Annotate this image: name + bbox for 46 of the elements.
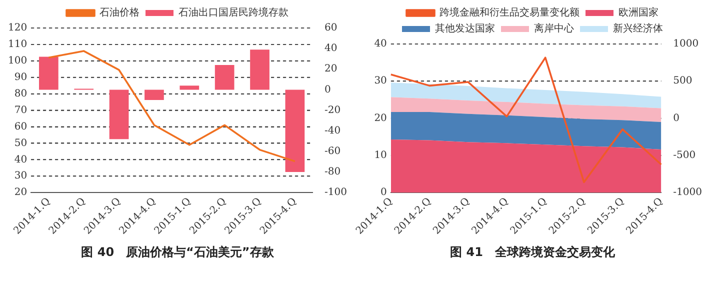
y-tick-label: 100: [8, 56, 28, 67]
y2-tick-label: 20: [324, 64, 338, 75]
y-tick-label: 20: [374, 112, 387, 124]
legend-label: 新兴经济体: [613, 22, 663, 35]
y2-tick-label: 0: [324, 84, 331, 96]
y2-tick-label: -500: [673, 150, 696, 162]
bar: [180, 86, 200, 90]
y-tick-label: 60: [14, 121, 28, 132]
y2-tick-label: 1000: [673, 38, 699, 50]
y-tick-label: 110: [8, 39, 28, 50]
y2-tick-label: 40: [324, 43, 338, 54]
y2-tick-label: -1000: [673, 187, 702, 198]
legend-label: 石油出口国居民跨境存款: [178, 6, 288, 19]
bar: [285, 90, 305, 172]
y-tick-label: 80: [14, 88, 28, 100]
text: 图 40 原油价格与“石油美元”存款: [80, 244, 275, 261]
y-tick-label: 30: [374, 76, 387, 87]
y2-tick-label: 60: [324, 22, 338, 34]
bar: [214, 65, 234, 90]
legend-label: 欧洲国家: [618, 6, 658, 19]
y2-tick-label: -100: [324, 187, 348, 198]
y-tick-label: 90: [14, 72, 28, 83]
y-tick-label: 0: [380, 187, 387, 198]
y-tick-label: 40: [14, 154, 28, 166]
bar: [250, 50, 270, 90]
y-tick-label: 70: [14, 104, 28, 116]
y2-tick-label: -60: [324, 146, 341, 158]
y2-tick-label: -80: [324, 166, 341, 178]
text: 图 41 全球跨境资金交易变化: [449, 244, 616, 261]
bar: [144, 90, 164, 100]
y-tick-label: 50: [14, 138, 28, 149]
y2-tick-label: 0: [673, 112, 680, 124]
legend-label: 跨境金融和衍生品交易量变化额: [440, 6, 580, 19]
y2-tick-label: -40: [324, 125, 341, 136]
legend-label: 其他发达国家: [435, 22, 495, 35]
y2-tick-label: 500: [673, 76, 692, 87]
y-tick-label: 20: [14, 187, 28, 198]
y-tick-label: 10: [374, 150, 387, 162]
y2-tick-label: -20: [324, 104, 341, 116]
y-tick-label: 30: [14, 170, 28, 182]
legend-label: 离岸中心: [534, 22, 574, 35]
y-tick-label: 40: [374, 38, 387, 50]
legend-label: 石油价格: [100, 6, 140, 19]
bar: [39, 56, 58, 90]
bar: [109, 90, 129, 140]
y-tick-label: 120: [8, 22, 28, 34]
